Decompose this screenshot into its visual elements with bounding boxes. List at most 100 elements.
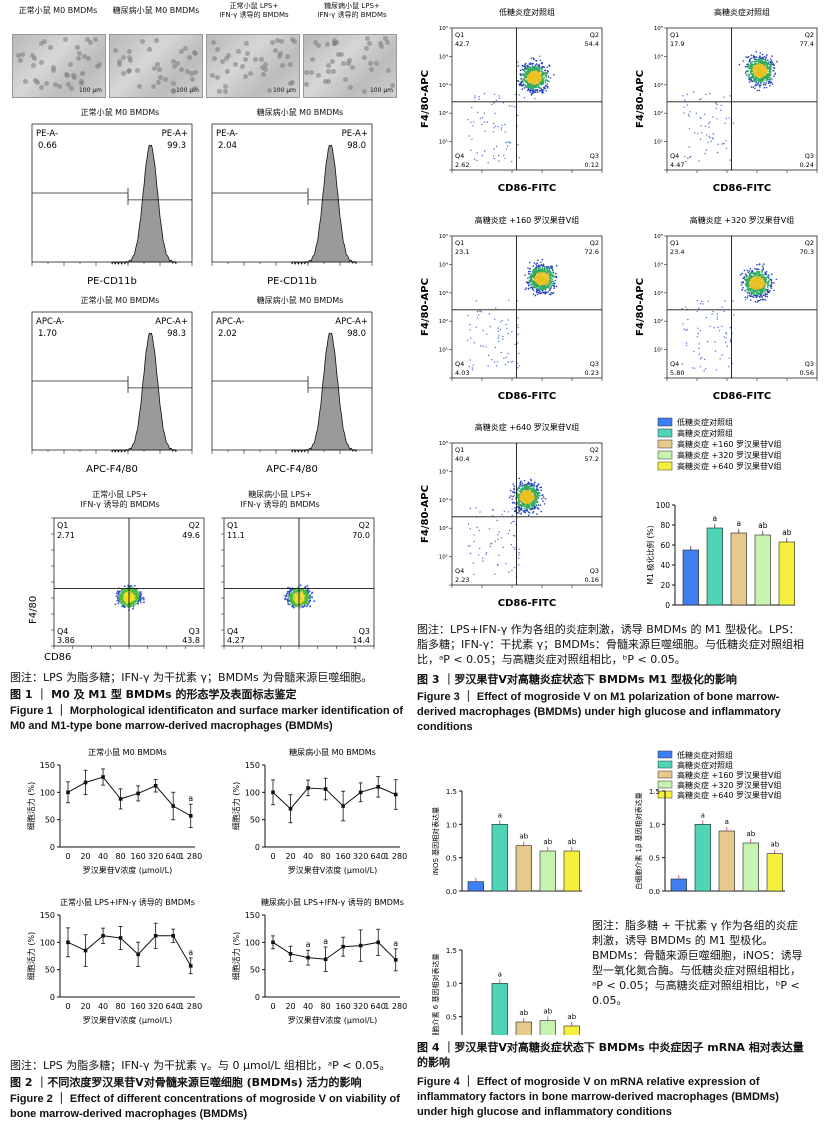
event-dot — [552, 284, 555, 287]
event-dot — [708, 126, 710, 128]
event-dot — [492, 122, 495, 125]
event-dot — [540, 67, 543, 70]
y-tick-label: 100 — [40, 938, 55, 947]
event-dot — [526, 64, 528, 67]
event-dot — [761, 273, 764, 275]
event-dot — [754, 87, 756, 90]
q1-value: 2.71 — [57, 531, 75, 540]
event-dot — [542, 291, 545, 294]
event-dot — [534, 65, 537, 67]
event-dot — [309, 595, 311, 598]
event-dot — [541, 268, 543, 271]
event-dot — [758, 75, 760, 78]
event-dot — [755, 81, 757, 84]
y-tick-label: 150 — [40, 911, 55, 920]
event-dot — [495, 99, 498, 102]
q3-value: 0.23 — [585, 369, 599, 377]
event-dot — [129, 603, 132, 606]
event-dot — [548, 276, 550, 279]
event-dot — [542, 265, 544, 267]
event-dot — [771, 63, 773, 65]
event-dot — [697, 133, 699, 135]
event-dot — [709, 137, 711, 139]
figure-3-flow-plots: 低糖炎症对照组Q142.7Q254.4Q30.12Q42.6210¹10²10³… — [420, 7, 818, 610]
event-dot — [742, 60, 745, 62]
event-dot — [530, 274, 533, 277]
significance-label: a — [188, 948, 193, 957]
event-dot — [522, 78, 524, 81]
event-dot — [476, 317, 479, 319]
event-dot — [123, 606, 126, 609]
event-dot — [769, 70, 772, 72]
event-dot — [546, 83, 548, 86]
event-dot — [534, 77, 537, 79]
event-dot — [530, 93, 533, 96]
series-line — [272, 786, 396, 810]
event-dot — [304, 597, 307, 600]
event-dot — [302, 606, 304, 608]
event-dot — [757, 64, 760, 67]
event-dot — [705, 149, 708, 151]
event-dot — [747, 281, 750, 284]
event-dot — [528, 89, 530, 91]
micro-title-2: 糖尿病小鼠 M0 BMDMs — [112, 6, 200, 15]
event-dot — [547, 267, 549, 270]
event-dot — [752, 86, 755, 89]
event-dot — [494, 112, 496, 115]
event-dot — [538, 284, 541, 286]
event-dot — [535, 291, 538, 293]
hist-title: 糖尿病小鼠 M0 BMDMs — [256, 296, 344, 305]
event-dot — [542, 284, 545, 287]
event-dot — [122, 599, 124, 601]
event-dot — [306, 605, 308, 608]
event-dot — [532, 76, 534, 78]
event-dot — [497, 330, 499, 332]
data-point — [271, 940, 275, 945]
event-dot — [301, 595, 304, 597]
event-dot — [754, 293, 756, 296]
event-dot — [532, 69, 535, 71]
event-dot — [532, 88, 535, 91]
event-dot — [541, 288, 543, 291]
event-dot — [758, 59, 761, 61]
event-dot — [294, 605, 297, 608]
event-dot — [743, 277, 745, 280]
event-dot — [535, 288, 538, 291]
event-dot — [548, 293, 551, 296]
event-dot — [537, 291, 540, 294]
event-dot — [535, 277, 538, 280]
event-dot — [309, 605, 311, 608]
y-tick-label: 10² — [439, 318, 448, 325]
event-dot — [133, 595, 136, 598]
hist-xlabel: PE-CD11b — [267, 276, 317, 287]
y-tick-label: 10⁵ — [439, 25, 448, 32]
q3-label: Q3 — [590, 152, 599, 160]
event-dot — [498, 160, 500, 162]
event-dot — [542, 91, 545, 94]
event-dot — [751, 70, 754, 73]
event-dot — [536, 280, 539, 283]
flow-ylabel: F4/80-APC — [420, 70, 431, 128]
event-dot — [729, 159, 731, 161]
event-dot — [485, 346, 487, 348]
event-dot — [708, 122, 710, 125]
event-dot — [469, 323, 471, 326]
event-dot — [494, 125, 497, 127]
event-dot — [500, 351, 502, 354]
y-tick-label: 10³ — [439, 82, 448, 89]
event-dot — [538, 271, 541, 273]
event-dot — [756, 263, 758, 266]
event-dot — [509, 141, 511, 143]
event-dot — [297, 596, 299, 599]
event-dot — [543, 272, 545, 275]
event-dot — [494, 346, 497, 349]
event-dot — [543, 66, 545, 68]
q4-value: 3.86 — [57, 636, 75, 645]
event-dot — [756, 76, 759, 78]
event-dot — [760, 296, 762, 298]
event-dot — [717, 143, 719, 145]
event-dot — [542, 78, 545, 80]
event-dot — [493, 93, 496, 96]
event-dot — [752, 75, 755, 78]
event-dot — [137, 600, 140, 602]
